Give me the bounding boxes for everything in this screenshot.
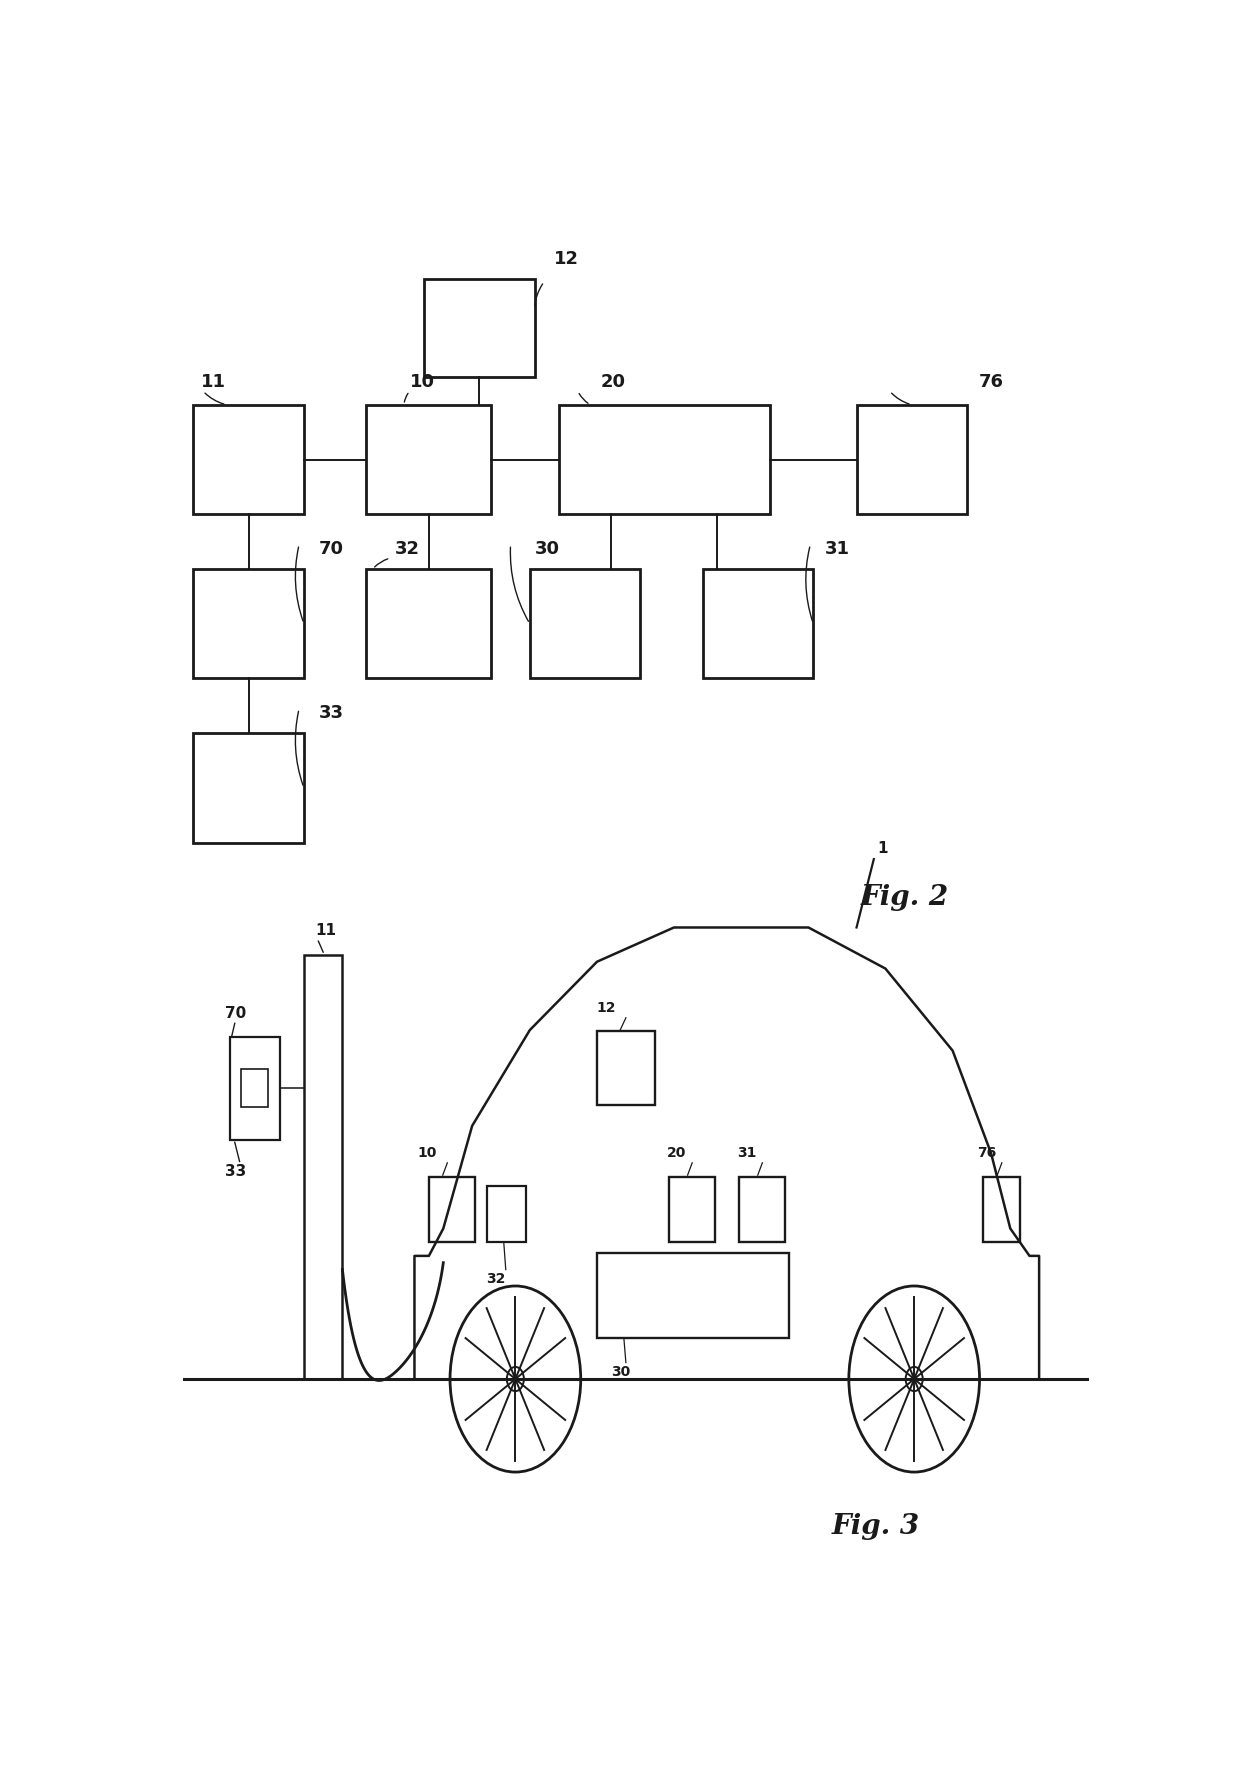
Text: 20: 20 (667, 1146, 687, 1160)
Bar (193, 405, 304, 514)
Text: 70: 70 (319, 540, 343, 558)
Text: 31: 31 (825, 540, 849, 558)
Text: 10: 10 (409, 373, 435, 391)
Text: 32: 32 (396, 540, 420, 558)
Bar (424, 279, 534, 377)
Bar (229, 1038, 280, 1139)
Text: 30: 30 (534, 540, 559, 558)
Text: 12: 12 (554, 251, 579, 268)
Bar (703, 569, 813, 679)
Bar (558, 405, 770, 514)
Bar (857, 405, 967, 514)
Text: 20: 20 (601, 373, 626, 391)
Bar (529, 569, 640, 679)
Text: 11: 11 (201, 373, 226, 391)
Bar (486, 1187, 526, 1242)
Bar (193, 734, 304, 842)
Bar (367, 405, 491, 514)
Bar (670, 1176, 715, 1242)
Bar (193, 569, 304, 679)
Bar (304, 954, 342, 1379)
Bar (429, 1176, 475, 1242)
Circle shape (905, 1367, 923, 1391)
Text: 33: 33 (319, 704, 343, 721)
Text: 30: 30 (611, 1365, 631, 1379)
Text: Fig. 2: Fig. 2 (861, 883, 949, 912)
Text: 76: 76 (978, 373, 1003, 391)
Bar (739, 1176, 785, 1242)
Bar (983, 1176, 1021, 1242)
Bar (596, 1031, 655, 1105)
Text: 11: 11 (315, 924, 336, 938)
Bar (596, 1253, 789, 1338)
Text: 12: 12 (596, 1000, 616, 1015)
Bar (242, 1070, 268, 1107)
Text: 32: 32 (486, 1272, 506, 1287)
Text: Fig. 3: Fig. 3 (832, 1514, 920, 1541)
Text: 31: 31 (738, 1146, 756, 1160)
Text: 70: 70 (226, 1006, 247, 1020)
Text: 10: 10 (418, 1146, 436, 1160)
Text: 76: 76 (977, 1146, 997, 1160)
Text: 33: 33 (226, 1164, 247, 1180)
Circle shape (507, 1367, 523, 1391)
Text: 1: 1 (878, 841, 888, 857)
Bar (367, 569, 491, 679)
